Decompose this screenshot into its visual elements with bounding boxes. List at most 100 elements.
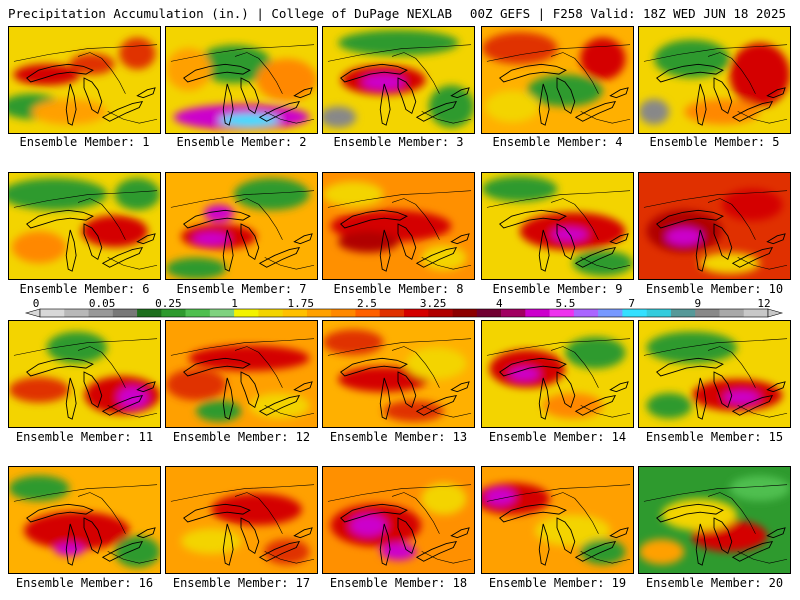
lake-outline xyxy=(136,527,156,539)
lake-outline xyxy=(240,223,260,261)
lake-outline xyxy=(415,394,458,416)
precip-blob xyxy=(114,178,160,211)
colorbar-min-arrow xyxy=(24,308,41,318)
lake-outline xyxy=(379,523,391,566)
border-line xyxy=(486,44,631,62)
lake-outline xyxy=(766,233,786,245)
ensemble-member-label: Ensemble Member: 1 xyxy=(19,135,150,149)
ensemble-map-panel xyxy=(481,172,634,280)
lake-outline xyxy=(379,229,391,272)
lake-outline xyxy=(240,371,260,409)
precip-blob xyxy=(31,99,108,125)
ensemble-map-panel xyxy=(8,466,161,574)
precip-blob xyxy=(542,393,603,419)
lake-outline xyxy=(450,233,470,245)
precip-blob xyxy=(166,257,227,279)
colorbar-swatch xyxy=(743,309,769,317)
lake-outline xyxy=(695,377,707,420)
lake-outline xyxy=(766,381,786,393)
colorbar-swatch xyxy=(719,309,745,317)
border-line xyxy=(170,338,315,356)
border-line xyxy=(737,111,788,124)
colorbar-swatch xyxy=(670,309,696,317)
precip-blob xyxy=(534,514,611,547)
lake-outline xyxy=(240,517,260,555)
precip-blob xyxy=(572,250,633,276)
border-line xyxy=(707,52,756,94)
lake-outline xyxy=(499,503,567,523)
border-line xyxy=(486,484,631,502)
lake-outline xyxy=(731,540,774,562)
colorbar-tick-label: 9 xyxy=(694,297,702,310)
ensemble-member-label: Ensemble Member: 14 xyxy=(488,430,627,444)
lake-outline xyxy=(83,77,103,115)
lake-outline xyxy=(222,523,234,566)
precip-blob xyxy=(119,37,156,70)
precipitation-map xyxy=(323,321,474,427)
lake-outline xyxy=(609,527,629,539)
precip-blob xyxy=(485,90,540,123)
lake-outline xyxy=(65,83,77,126)
ensemble-map-panel xyxy=(638,26,791,134)
lake-outline xyxy=(183,209,251,229)
colorbar-tick-label: 1.75 xyxy=(287,297,314,310)
border-line xyxy=(737,405,788,418)
lake-outline xyxy=(65,523,77,566)
ensemble-member-label: Ensemble Member: 2 xyxy=(176,135,307,149)
precip-blob xyxy=(323,181,384,207)
colorbar-swatch xyxy=(64,309,89,317)
border-line xyxy=(421,405,472,418)
lake-outline xyxy=(183,357,251,377)
lake-outline xyxy=(499,357,567,377)
colorbar-swatch xyxy=(355,309,381,317)
ensemble-member-label: Ensemble Member: 6 xyxy=(19,282,150,296)
lake-outline xyxy=(183,63,251,83)
lake-outline xyxy=(538,523,550,566)
lake-outline xyxy=(656,503,724,523)
lake-outline xyxy=(83,223,103,261)
border-line xyxy=(580,257,631,270)
lake-outline xyxy=(101,100,144,122)
precip-blob xyxy=(81,215,148,248)
ensemble-member-label: Ensemble Member: 11 xyxy=(15,430,154,444)
precipitation-map xyxy=(639,27,790,133)
lake-outline xyxy=(83,517,103,555)
border-line xyxy=(234,492,283,534)
precip-blob xyxy=(338,30,459,56)
precip-blob xyxy=(722,188,783,221)
colorbar-tick-label: 0 xyxy=(32,297,40,310)
lake-outline xyxy=(26,357,94,377)
lake-outline xyxy=(556,223,576,261)
precip-blob xyxy=(323,329,384,355)
precip-blob xyxy=(380,543,417,561)
precip-blob xyxy=(482,176,558,202)
lake-outline xyxy=(766,87,786,99)
colorbar-swatch xyxy=(40,309,65,317)
colorbar-swatch xyxy=(452,309,478,317)
lake-outline xyxy=(713,371,733,409)
colorbar-swatch xyxy=(646,309,672,317)
lake-outline xyxy=(340,63,408,83)
border-line xyxy=(107,551,158,564)
lake-outline xyxy=(766,527,786,539)
lake-outline xyxy=(136,87,156,99)
border-line xyxy=(486,338,631,356)
ensemble-map-panel xyxy=(322,320,475,428)
precip-blob xyxy=(383,400,444,422)
lake-outline xyxy=(222,83,234,126)
colorbar-swatch xyxy=(112,309,138,317)
colorbar-swatch xyxy=(209,309,235,317)
ensemble-member-label: Ensemble Member: 5 xyxy=(649,135,780,149)
ensemble-member-label: Ensemble Member: 15 xyxy=(645,430,784,444)
colorbar-swatch xyxy=(379,309,405,317)
ensemble-map-panel xyxy=(638,172,791,280)
lake-outline xyxy=(397,77,417,115)
lake-outline xyxy=(695,523,707,566)
colorbar-tick-label: 2.5 xyxy=(356,297,377,310)
lake-outline xyxy=(695,229,707,272)
border-line xyxy=(13,190,158,208)
lake-outline xyxy=(556,371,576,409)
border-line xyxy=(421,111,472,124)
precip-blob xyxy=(166,48,212,91)
ensemble-map-panel xyxy=(481,466,634,574)
